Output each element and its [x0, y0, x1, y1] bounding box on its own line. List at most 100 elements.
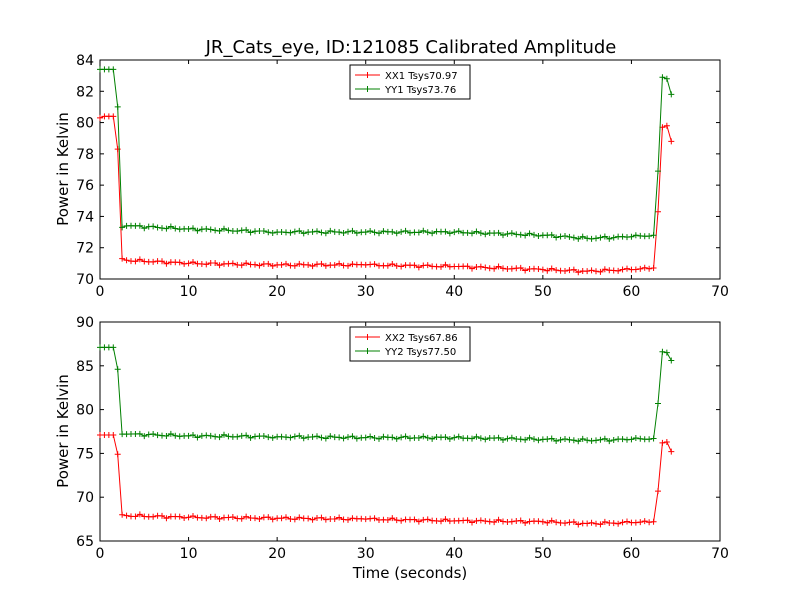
data-point	[597, 234, 604, 241]
data-point	[650, 435, 657, 442]
data-point	[380, 228, 387, 235]
data-point	[610, 234, 617, 241]
data-point	[531, 231, 537, 238]
data-point	[123, 257, 130, 264]
data-point	[345, 262, 351, 269]
data-point	[393, 262, 400, 269]
y-tick-label: 74	[76, 209, 94, 225]
data-point	[136, 256, 143, 263]
data-point	[619, 436, 626, 443]
data-point	[345, 516, 351, 523]
data-point	[322, 262, 329, 269]
x-tick-label: 40	[445, 284, 463, 300]
data-point	[610, 520, 617, 527]
data-point	[331, 262, 338, 269]
data-point	[163, 433, 170, 440]
x-tick-label: 30	[357, 546, 375, 562]
data-point	[500, 265, 506, 272]
y-tick-label: 78	[76, 147, 94, 163]
data-point	[477, 517, 484, 524]
data-point	[495, 516, 502, 523]
data-point	[185, 432, 192, 439]
data-point	[238, 262, 245, 269]
data-point	[318, 229, 325, 236]
data-point	[438, 263, 444, 270]
data-point	[584, 268, 591, 275]
data-point	[663, 122, 670, 129]
data-point	[216, 516, 223, 523]
data-point	[110, 66, 117, 73]
data-point	[500, 436, 506, 443]
data-point	[265, 260, 272, 267]
data-point	[482, 264, 489, 271]
y-tick-label: 76	[76, 178, 94, 194]
y-tick-label: 80	[76, 403, 94, 419]
data-point	[132, 258, 139, 265]
data-point	[371, 434, 378, 441]
data-point	[641, 264, 648, 271]
data-point	[362, 434, 369, 441]
x-tick-label: 30	[357, 284, 375, 300]
data-point	[318, 260, 325, 267]
data-point	[371, 229, 378, 236]
data-point	[336, 434, 343, 441]
data-point	[495, 434, 502, 441]
data-point	[300, 230, 307, 237]
data-point	[557, 436, 564, 443]
data-point	[243, 226, 250, 233]
data-point	[159, 225, 165, 232]
legend-label: XX2 Tsys67.86	[385, 333, 458, 344]
data-point	[597, 436, 604, 443]
y-tick-label: 75	[76, 446, 94, 462]
data-point	[570, 437, 577, 444]
data-point	[619, 233, 626, 240]
data-point	[243, 260, 250, 267]
data-point	[575, 521, 582, 528]
data-point	[185, 260, 192, 267]
data-point	[393, 517, 400, 524]
data-point	[668, 91, 675, 98]
data-point	[216, 434, 223, 441]
data-point	[482, 231, 489, 238]
data-point	[291, 228, 298, 235]
data-point	[566, 233, 573, 240]
legend-box	[349, 64, 471, 100]
data-point	[314, 228, 320, 235]
data-point	[216, 262, 223, 269]
data-point	[429, 230, 436, 237]
data-point	[190, 512, 196, 519]
data-point	[588, 519, 595, 526]
data-point	[469, 519, 475, 526]
data-point	[415, 264, 422, 271]
data-point	[469, 265, 475, 272]
data-point	[172, 432, 179, 439]
data-point	[123, 512, 130, 519]
data-point	[548, 231, 555, 238]
data-point	[349, 515, 356, 522]
data-point	[508, 434, 515, 441]
data-point	[508, 230, 515, 237]
data-point	[154, 432, 161, 439]
data-point	[291, 433, 298, 440]
data-point	[491, 265, 498, 272]
y-tick-label: 84	[76, 53, 94, 69]
data-point	[659, 74, 666, 81]
data-point	[221, 225, 227, 232]
data-point	[238, 515, 245, 522]
data-point	[495, 229, 502, 236]
data-point	[637, 435, 644, 442]
data-point	[291, 516, 298, 523]
data-point	[650, 518, 657, 525]
data-point	[296, 227, 303, 234]
data-point	[424, 516, 431, 523]
data-point	[668, 448, 675, 455]
data-point	[517, 231, 524, 238]
data-point	[575, 235, 582, 242]
data-point	[637, 265, 644, 272]
data-point	[624, 265, 630, 272]
data-point	[442, 516, 449, 523]
data-point	[398, 228, 405, 235]
data-point	[234, 433, 241, 440]
data-point	[473, 228, 480, 235]
